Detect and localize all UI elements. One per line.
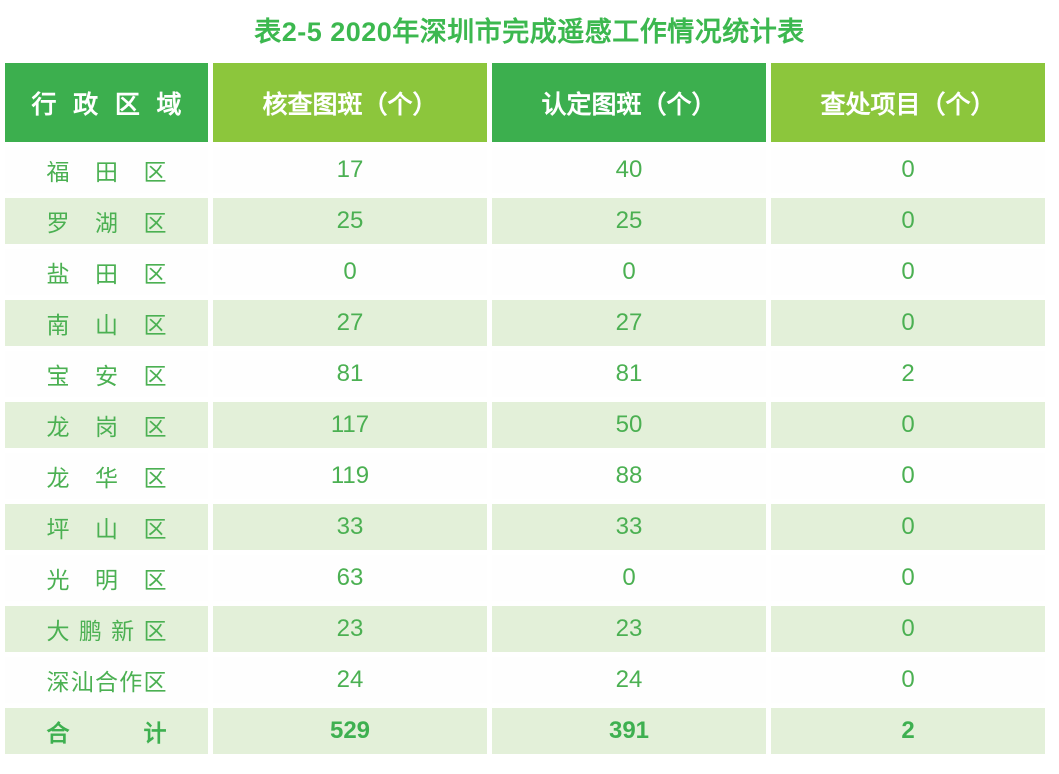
table-row: 龙华区 119 88 0 xyxy=(5,453,1045,499)
value-cell: 25 xyxy=(492,198,766,244)
region-label: 龙华区 xyxy=(46,465,167,491)
region-label: 光明区 xyxy=(46,567,167,593)
region-cell: 坪山区 xyxy=(5,504,208,550)
table-row: 南山区 27 27 0 xyxy=(5,300,1045,346)
value-cell: 50 xyxy=(492,402,766,448)
header-row: 行政区域 核查图斑（个） 认定图斑（个） 查处项目（个） xyxy=(5,63,1045,142)
region-cell: 深汕合作区 xyxy=(5,657,208,703)
header-cell-investigated-projects: 查处项目（个） xyxy=(771,63,1045,142)
table-row: 大鹏新区 23 23 0 xyxy=(5,606,1045,652)
region-cell: 光明区 xyxy=(5,555,208,601)
value-cell: 0 xyxy=(492,555,766,601)
value-cell: 33 xyxy=(492,504,766,550)
value-cell: 33 xyxy=(213,504,487,550)
region-cell: 盐田区 xyxy=(5,249,208,295)
value-cell: 0 xyxy=(213,249,487,295)
table-row: 宝安区 81 81 2 xyxy=(5,351,1045,397)
total-value-cell: 529 xyxy=(213,708,487,754)
region-label: 宝安区 xyxy=(46,363,167,389)
value-cell: 23 xyxy=(492,606,766,652)
remote-sensing-stats-table: 行政区域 核查图斑（个） 认定图斑（个） 查处项目（个） 福田区 17 40 0… xyxy=(0,58,1050,759)
header-cell-checked-patches: 核查图斑（个） xyxy=(213,63,487,142)
region-label: 深汕合作区 xyxy=(46,669,167,695)
region-label: 大鹏新区 xyxy=(46,618,167,644)
region-cell: 大鹏新区 xyxy=(5,606,208,652)
value-cell: 81 xyxy=(492,351,766,397)
value-cell: 25 xyxy=(213,198,487,244)
value-cell: 0 xyxy=(771,249,1045,295)
value-cell: 24 xyxy=(492,657,766,703)
region-cell: 龙华区 xyxy=(5,453,208,499)
total-value-cell: 2 xyxy=(771,708,1045,754)
value-cell: 0 xyxy=(771,606,1045,652)
table-row: 福田区 17 40 0 xyxy=(5,147,1045,193)
value-cell: 88 xyxy=(492,453,766,499)
value-cell: 117 xyxy=(213,402,487,448)
region-cell: 福田区 xyxy=(5,147,208,193)
total-label-cell: 合计 xyxy=(5,708,208,754)
region-label: 盐田区 xyxy=(46,261,167,287)
value-cell: 63 xyxy=(213,555,487,601)
region-label: 龙岗区 xyxy=(46,414,167,440)
value-cell: 24 xyxy=(213,657,487,703)
value-cell: 0 xyxy=(771,657,1045,703)
value-cell: 0 xyxy=(771,402,1045,448)
value-cell: 2 xyxy=(771,351,1045,397)
value-cell: 27 xyxy=(492,300,766,346)
region-label: 坪山区 xyxy=(46,516,167,542)
value-cell: 17 xyxy=(213,147,487,193)
table-row: 盐田区 0 0 0 xyxy=(5,249,1045,295)
region-label: 南山区 xyxy=(46,312,167,338)
header-cell-region: 行政区域 xyxy=(5,63,208,142)
table-row: 龙岗区 117 50 0 xyxy=(5,402,1045,448)
value-cell: 0 xyxy=(492,249,766,295)
value-cell: 23 xyxy=(213,606,487,652)
value-cell: 0 xyxy=(771,504,1045,550)
region-cell: 宝安区 xyxy=(5,351,208,397)
region-label: 罗湖区 xyxy=(46,210,167,236)
region-label: 福田区 xyxy=(46,159,167,185)
table-row: 罗湖区 25 25 0 xyxy=(5,198,1045,244)
value-cell: 0 xyxy=(771,198,1045,244)
page-title: 表2-5 2020年深圳市完成遥感工作情况统计表 xyxy=(254,17,805,47)
total-label: 合计 xyxy=(46,720,167,746)
value-cell: 119 xyxy=(213,453,487,499)
header-label-region: 行政区域 xyxy=(31,90,182,119)
value-cell: 0 xyxy=(771,453,1045,499)
total-row: 合计 529 391 2 xyxy=(5,708,1045,754)
value-cell: 0 xyxy=(771,555,1045,601)
region-cell: 罗湖区 xyxy=(5,198,208,244)
total-value-cell: 391 xyxy=(492,708,766,754)
table-row: 深汕合作区 24 24 0 xyxy=(5,657,1045,703)
header-cell-confirmed-patches: 认定图斑（个） xyxy=(492,63,766,142)
value-cell: 0 xyxy=(771,300,1045,346)
region-cell: 南山区 xyxy=(5,300,208,346)
region-cell: 龙岗区 xyxy=(5,402,208,448)
table-row: 坪山区 33 33 0 xyxy=(5,504,1045,550)
value-cell: 27 xyxy=(213,300,487,346)
value-cell: 0 xyxy=(771,147,1045,193)
value-cell: 40 xyxy=(492,147,766,193)
value-cell: 81 xyxy=(213,351,487,397)
table-row: 光明区 63 0 0 xyxy=(5,555,1045,601)
